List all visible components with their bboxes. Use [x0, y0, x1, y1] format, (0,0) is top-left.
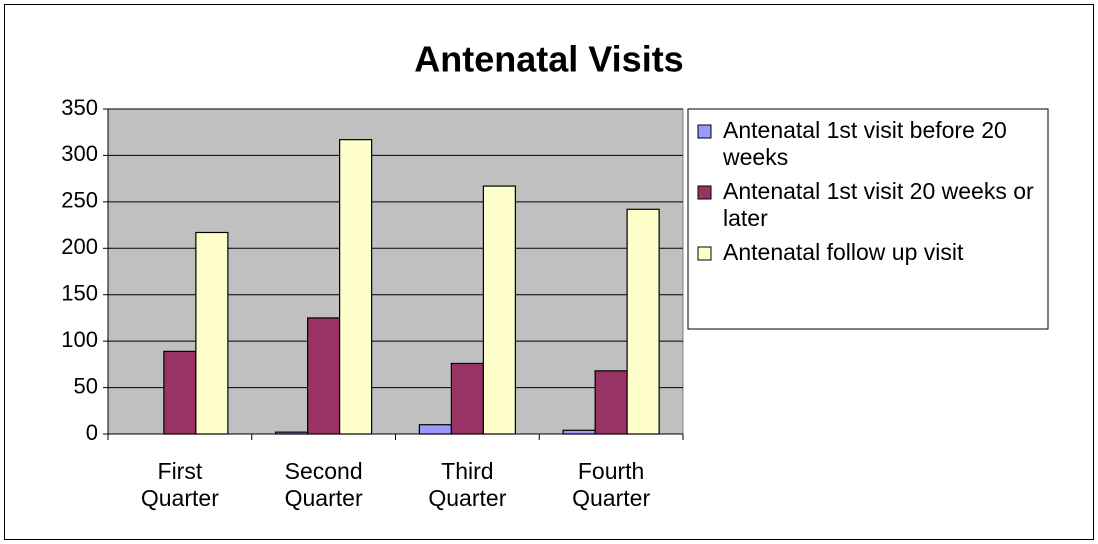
x-tick-label: Fourth Quarter [572, 458, 651, 511]
bar [562, 429, 596, 435]
y-tick-label: 250 [61, 188, 98, 213]
bar [163, 350, 197, 435]
x-tick-label: First Quarter [140, 458, 219, 511]
bar [482, 185, 516, 435]
y-tick-label: 200 [61, 234, 98, 259]
bar [626, 208, 660, 435]
legend-swatch [697, 124, 712, 139]
bar [307, 317, 341, 435]
y-tick-label: 50 [74, 373, 98, 398]
x-tick-label: Third Quarter [428, 458, 507, 511]
y-tick-label: 300 [61, 141, 98, 166]
chart-title: Antenatal Visits [414, 39, 683, 80]
y-tick-label: 150 [61, 281, 98, 306]
x-tick-label: Second Quarter [284, 458, 363, 511]
bar [418, 424, 452, 435]
y-tick-label: 0 [86, 420, 98, 445]
bar [594, 370, 628, 435]
legend-label: Antenatal 1st visit 20 weeks or later [723, 178, 1034, 231]
bar [450, 362, 484, 435]
legend-label: Antenatal follow up visit [723, 239, 964, 265]
y-tick-label: 350 [61, 95, 98, 120]
legend-box [687, 108, 1049, 330]
bar [275, 431, 309, 435]
legend-swatch [697, 246, 712, 261]
legend-label: Antenatal 1st visit before 20 weeks [723, 117, 1007, 170]
y-tick-label: 100 [61, 327, 98, 352]
bar [339, 139, 373, 435]
legend-swatch [697, 185, 712, 200]
bar [195, 231, 229, 435]
